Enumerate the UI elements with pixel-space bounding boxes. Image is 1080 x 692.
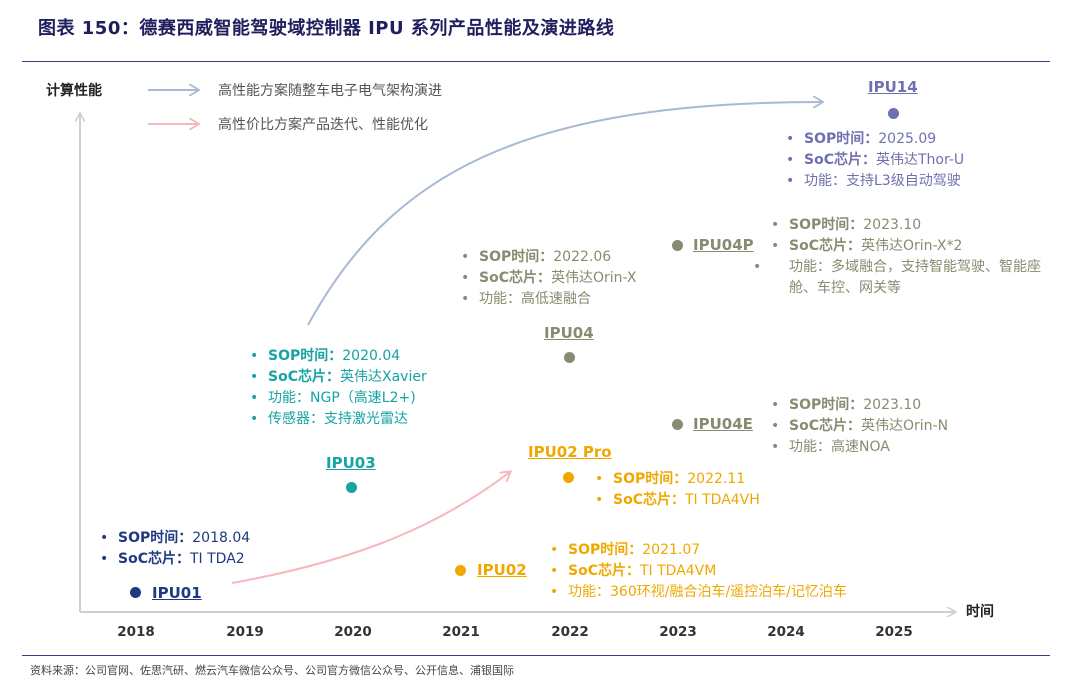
ipu14-marker <box>888 108 899 119</box>
info-item: SoC芯片：英伟达Thor-U <box>786 150 964 171</box>
year-tick: 2022 <box>551 624 589 640</box>
source-note: 资料来源：公司官网、佐思汽研、燃云汽车微信公众号、公司官方微信公众号、公开信息、… <box>30 664 514 677</box>
ipu14-info-list: SOP时间：2025.09 SoC芯片：英伟达Thor-U 功能：支持L3级自动… <box>786 129 964 192</box>
year-tick: 2019 <box>226 624 264 640</box>
top-divider <box>22 61 1050 62</box>
year-tick: 2018 <box>117 624 155 640</box>
ipu03-label: IPU03 <box>326 454 376 472</box>
year-tick: 2021 <box>442 624 480 640</box>
ipu04p-label: IPU04P <box>693 236 754 254</box>
ipu01-label: IPU01 <box>152 584 202 602</box>
ipu03-info-list: SOP时间：2020.04 SoC芯片：英伟达Xavier 功能：NGP（高速L… <box>250 346 427 430</box>
info-item: 传感器：支持激光雷达 <box>250 409 427 430</box>
year-tick: 2025 <box>875 624 913 640</box>
year-tick: 2023 <box>659 624 697 640</box>
legend-label-high-performance: 高性能方案随整车电子电气架构演进 <box>218 83 442 99</box>
info-item: 功能：支持L3级自动驾驶 <box>786 171 964 192</box>
ipu02-marker <box>455 565 466 576</box>
ipu04-info-list: SOP时间：2022.06 SoC芯片：英伟达Orin-X 功能：高低速融合 <box>461 247 636 310</box>
info-item: SoC芯片：TI TDA4VM <box>550 561 847 582</box>
info-item: SoC芯片：英伟达Orin-N <box>771 416 948 437</box>
info-item: SOP时间：2022.06 <box>461 247 636 268</box>
y-axis-label: 计算性能 <box>46 83 102 99</box>
ipu04p-info-list: SOP时间：2023.10 SoC芯片：英伟达Orin-X*2 功能：多域融合，… <box>771 215 1047 299</box>
ipu04-label: IPU04 <box>544 324 594 342</box>
info-item: SoC芯片：英伟达Orin-X*2 <box>771 236 1047 257</box>
ipu04e-marker <box>672 419 683 430</box>
high-performance-trend-arrow <box>307 102 822 326</box>
info-item: SOP时间：2022.11 <box>595 469 760 490</box>
ipu01-marker <box>130 587 141 598</box>
info-item: SoC芯片：英伟达Xavier <box>250 367 427 388</box>
legend-label-cost-effective: 高性价比方案产品迭代、性能优化 <box>218 117 428 133</box>
x-axis-label: 时间 <box>966 604 994 620</box>
info-item: SOP时间：2021.07 <box>550 540 847 561</box>
ipu04p-marker <box>672 240 683 251</box>
info-item: 功能：NGP（高速L2+) <box>250 388 427 409</box>
ipu03-marker <box>346 482 357 493</box>
ipu04e-info-list: SOP时间：2023.10 SoC芯片：英伟达Orin-N 功能：高速NOA <box>771 395 948 458</box>
info-item: SOP时间：2023.10 <box>771 215 1047 236</box>
info-item: SoC芯片：TI TDA4VH <box>595 490 760 511</box>
info-item: 功能：多域融合，支持智能驾驶、智能座舱、车控、网关等 <box>771 257 1047 299</box>
ipu01-info-list: SOP时间：2018.04 SoC芯片：TI TDA2 <box>100 528 250 570</box>
ipu02pro-marker <box>563 472 574 483</box>
ipu02-info-list: SOP时间：2021.07 SoC芯片：TI TDA4VM 功能：360环视/融… <box>550 540 847 603</box>
year-tick: 2020 <box>334 624 372 640</box>
info-item: SOP时间：2020.04 <box>250 346 427 367</box>
info-item: SOP时间：2018.04 <box>100 528 250 549</box>
figure-title: 图表 150：德赛西威智能驾驶域控制器 IPU 系列产品性能及演进路线 <box>38 18 615 39</box>
ipu04-marker <box>564 352 575 363</box>
year-tick: 2024 <box>767 624 805 640</box>
info-item: SOP时间：2025.09 <box>786 129 964 150</box>
info-item: 功能：高速NOA <box>771 437 948 458</box>
info-item: 功能：高低速融合 <box>461 289 636 310</box>
info-item: SoC芯片：英伟达Orin-X <box>461 268 636 289</box>
cost-effective-trend-arrow <box>231 472 510 584</box>
ipu02pro-label: IPU02 Pro <box>528 443 612 461</box>
info-item: 功能：360环视/融合泊车/遥控泊车/记忆泊车 <box>550 582 847 603</box>
ipu02pro-info-list: SOP时间：2022.11 SoC芯片：TI TDA4VH <box>595 469 760 511</box>
info-item: SoC芯片：TI TDA2 <box>100 549 250 570</box>
bottom-divider <box>22 655 1050 656</box>
ipu04e-label: IPU04E <box>693 415 753 433</box>
info-item: SOP时间：2023.10 <box>771 395 948 416</box>
ipu02-label: IPU02 <box>477 561 527 579</box>
ipu14-label: IPU14 <box>868 78 918 96</box>
